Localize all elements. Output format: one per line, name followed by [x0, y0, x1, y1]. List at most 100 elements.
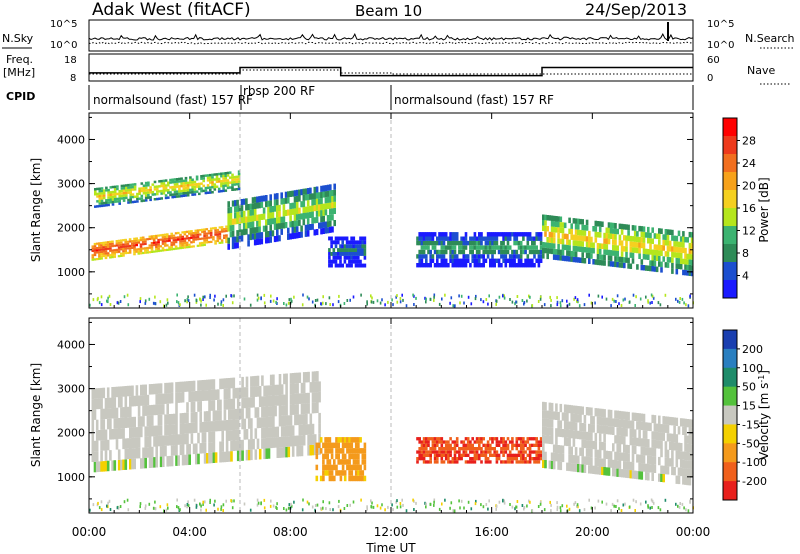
velocity-noise-cell [288, 503, 291, 507]
velocity-cell [688, 419, 692, 428]
velocity-cell [173, 434, 176, 446]
velocity-cell [574, 447, 578, 456]
power-cell [480, 236, 483, 241]
velocity-cell [640, 463, 644, 472]
power-cell [361, 244, 364, 249]
velocity-cell [433, 450, 437, 454]
velocity-cell [539, 443, 543, 447]
power-cell [137, 250, 141, 253]
power-cell [577, 257, 580, 263]
power-cell [561, 222, 565, 228]
power-cell [542, 253, 545, 259]
power-cell [605, 227, 609, 233]
power-cell [614, 250, 617, 257]
power-cell [677, 263, 681, 270]
velocity-cell [609, 451, 613, 460]
power-cell [350, 248, 353, 252]
velocity-cell [155, 457, 158, 468]
power-cell [258, 220, 261, 227]
velocity-cell [444, 450, 448, 454]
velocity-noise-cell [311, 505, 314, 509]
power-cell [690, 254, 694, 260]
velocity-noise-cell [401, 498, 403, 502]
power-cell [105, 186, 108, 190]
velocity-cell [607, 409, 611, 418]
power-cell [189, 178, 192, 182]
velocity-cell [511, 460, 514, 464]
power-noise-cell [209, 293, 211, 297]
power-cell [174, 238, 178, 241]
power-noise-cell [495, 299, 498, 303]
velocity-noise-cell [639, 502, 642, 506]
velocity-noise-cell [343, 507, 346, 510]
power-cell [535, 249, 538, 255]
power-cell [416, 254, 419, 259]
velocity-noise-cell [97, 501, 99, 505]
velocity-cell [263, 385, 266, 397]
power-cell [116, 187, 119, 191]
power-cell [566, 255, 569, 262]
velocity-cell [548, 402, 552, 411]
velocity-cell [425, 437, 428, 441]
velocity-cell [129, 427, 132, 439]
velocity-cell [272, 406, 275, 417]
power-cell [124, 252, 127, 255]
power-cell [273, 199, 277, 206]
power-cell [172, 236, 176, 240]
velocity-cell [175, 455, 178, 466]
power-cell [528, 249, 532, 255]
power-cell [144, 199, 148, 202]
velocity-cell [598, 425, 602, 434]
power-cell [304, 194, 308, 201]
power-cell [177, 236, 180, 239]
velocity-cell [511, 457, 514, 461]
power-cell [247, 234, 250, 241]
power-cell [213, 178, 217, 181]
velocity-cell [102, 408, 106, 420]
velocity-cell [144, 405, 147, 416]
power-cell [350, 236, 353, 241]
power-noise-cell [450, 296, 453, 300]
velocity-cell [346, 442, 349, 449]
velocity-cell [436, 443, 439, 447]
velocity-cell [104, 450, 108, 461]
velocity-cell [313, 371, 317, 382]
velocity-cell [254, 428, 258, 439]
power-cell [489, 245, 492, 250]
power-cell [357, 240, 360, 245]
power-cell [318, 210, 321, 217]
power-cell [544, 220, 547, 226]
velocity-cell [269, 427, 273, 438]
velocity-cell [531, 443, 534, 447]
velocity-cell [280, 405, 284, 416]
power-cell [598, 254, 602, 260]
power-cell [425, 258, 428, 263]
power-cell [141, 238, 145, 241]
power-cell [671, 268, 674, 274]
velocity-cell [239, 387, 242, 399]
power-cell [557, 221, 560, 228]
velocity-cell [102, 419, 106, 430]
velocity-cell [254, 449, 258, 460]
power-cell [460, 249, 463, 255]
power-cell [357, 255, 360, 260]
velocity-cell [144, 426, 147, 437]
velocity-cell [502, 437, 505, 441]
power-cell [548, 231, 552, 238]
velocity-cell [188, 391, 191, 402]
velocity-cell [631, 412, 635, 421]
velocity-cell [655, 440, 659, 449]
velocity-noise-cell [620, 509, 623, 512]
velocity-cell [195, 443, 198, 454]
power-cell [655, 233, 659, 239]
velocity-cell [164, 424, 167, 436]
velocity-cell [502, 460, 505, 464]
power-cell [561, 244, 565, 250]
power-cell [251, 233, 255, 240]
power-cell [148, 237, 152, 240]
power-noise-cell [123, 295, 126, 299]
velocity-cell [519, 450, 523, 454]
power-cell [651, 260, 654, 266]
power-cell [269, 200, 272, 207]
power-noise-cell [635, 295, 637, 299]
